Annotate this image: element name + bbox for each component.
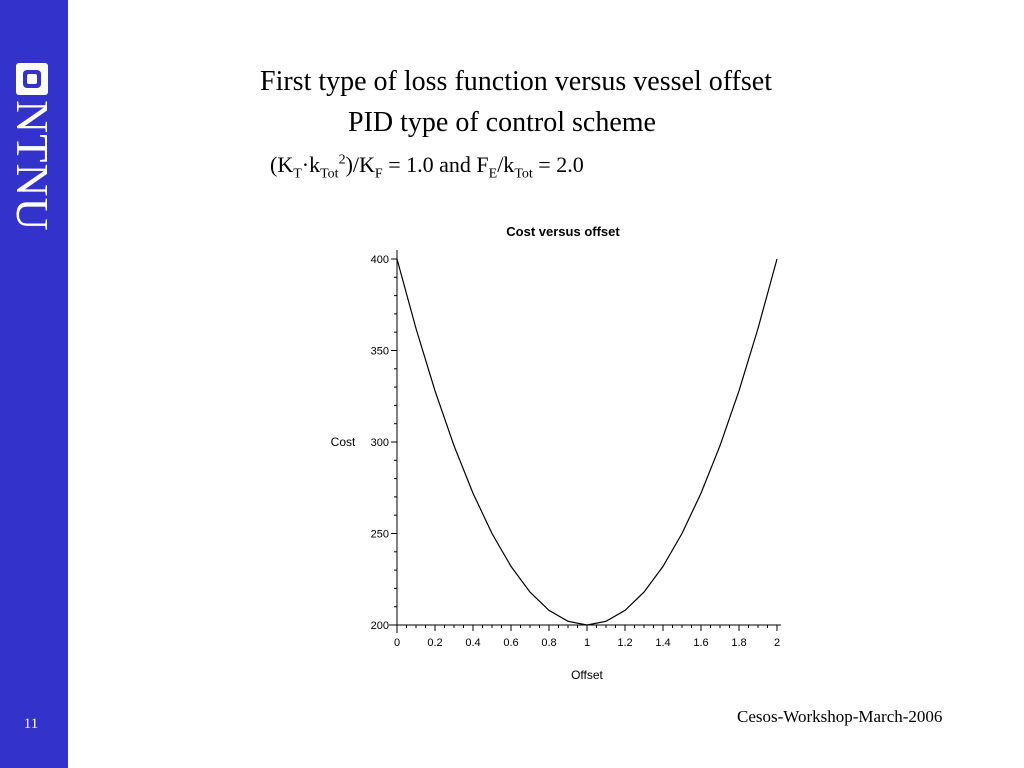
y-tick-label: 350	[371, 346, 389, 358]
formula: (KT·kTot2)/KF = 1.0 and FE/kTot = 2.0	[270, 152, 584, 182]
cost-curve	[396, 258, 778, 626]
y-tick-label: 200	[371, 620, 389, 632]
x-tick-label: 1.6	[693, 637, 708, 649]
footer: Cesos-Workshop-March-2006	[737, 707, 943, 726]
x-tick-label: 1.4	[655, 637, 670, 649]
x-tick-label: 0	[394, 637, 400, 649]
logo-text: NTNU	[7, 100, 58, 232]
x-tick-label: 0.6	[503, 637, 518, 649]
ntnu-logo-icon	[16, 63, 48, 95]
x-tick-label: 1.8	[731, 637, 746, 649]
x-tick-label: 1	[584, 637, 590, 649]
page-number: 11	[23, 716, 39, 732]
slide-title: First type of loss function versus vesse…	[260, 66, 772, 97]
x-tick-label: 0.2	[427, 637, 442, 649]
chart-ylabel: Cost	[331, 435, 356, 449]
x-tick-label: 2	[774, 637, 780, 649]
chart-title: Cost versus offset	[506, 224, 620, 239]
y-tick-label: 250	[371, 529, 389, 541]
y-tick-label: 400	[371, 254, 389, 266]
x-tick-label: 0.8	[541, 637, 556, 649]
chart-xlabel: Offset	[571, 668, 603, 682]
y-tick-label: 300	[371, 437, 389, 449]
x-tick-label: 0.4	[465, 637, 480, 649]
x-tick-label: 1.2	[617, 637, 632, 649]
sidebar: NTNU 11	[0, 0, 68, 768]
slide-subtitle: PID type of control scheme	[348, 107, 656, 138]
